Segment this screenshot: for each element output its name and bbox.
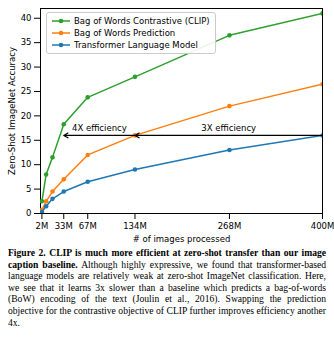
svg-text:35: 35 bbox=[21, 37, 32, 47]
svg-text:134M: 134M bbox=[123, 221, 147, 231]
svg-text:20: 20 bbox=[21, 111, 32, 121]
svg-text:40: 40 bbox=[21, 13, 32, 23]
svg-text:5: 5 bbox=[26, 184, 31, 194]
html-text:Figure 2. CLIP is much more ef: Figure 2. CLIP is much more efficient at… bbox=[8, 247, 326, 328]
svg-text:# of images processed: # of images processed bbox=[133, 234, 231, 244]
html-text:Bag of Words Prediction: Bag of Words Prediction bbox=[74, 28, 176, 38]
svg-text:400M: 400M bbox=[311, 221, 334, 231]
svg-text:67M: 67M bbox=[79, 221, 97, 231]
html-text:Bag of Words Contrastive (CLIP: Bag of Words Contrastive (CLIP) bbox=[74, 16, 210, 26]
html-text:Transformer Language Model: Transformer Language Model bbox=[74, 40, 198, 50]
svg-text:33M: 33M bbox=[55, 221, 73, 231]
svg-text:10: 10 bbox=[21, 159, 32, 169]
svg-text:0: 0 bbox=[26, 208, 31, 218]
svg-text:4X efficiency: 4X efficiency bbox=[72, 123, 127, 133]
svg-text:15: 15 bbox=[21, 135, 32, 145]
svg-text:2M: 2M bbox=[36, 221, 49, 231]
svg-text:268M: 268M bbox=[218, 221, 242, 231]
svg-text:25: 25 bbox=[21, 86, 32, 96]
svg-text:Zero-Shot ImageNet Accuracy: Zero-Shot ImageNet Accuracy bbox=[7, 47, 17, 175]
svg-text:3X efficiency: 3X efficiency bbox=[201, 123, 256, 133]
svg-text:30: 30 bbox=[21, 62, 32, 72]
